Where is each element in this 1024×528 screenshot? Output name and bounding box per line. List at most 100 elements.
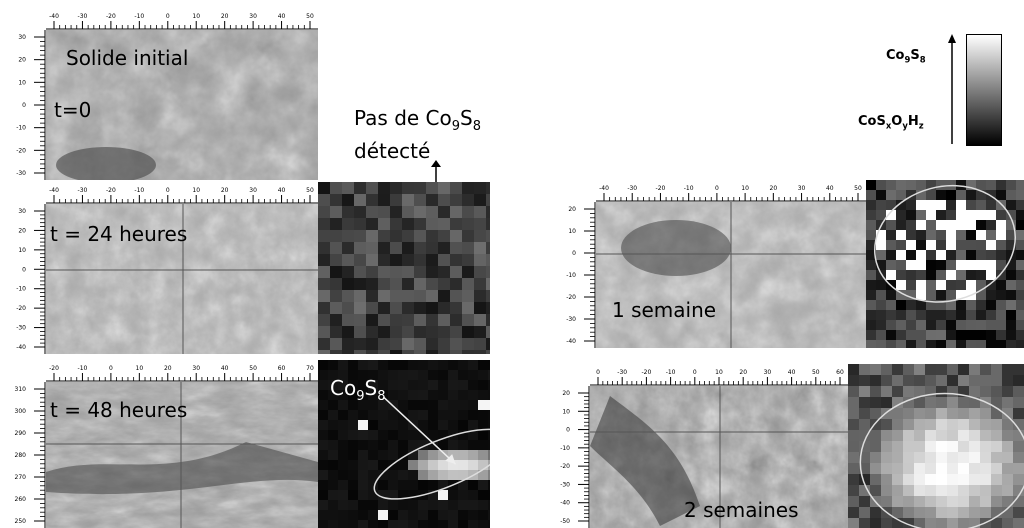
ruler-tick-label: 10 (562, 408, 570, 415)
ruler-top: -20 -10 0 10 20 30 40 50 60 70 (46, 360, 318, 382)
ruler-tick-label: -30 (78, 13, 88, 20)
ruler-tick-label: 0 (715, 185, 719, 192)
ruler-tick-label: 60 (278, 365, 286, 372)
ruler-tick-label: 40 (278, 13, 286, 20)
micrograph (46, 30, 318, 180)
ruler-tick-label: -30 (16, 325, 26, 332)
ruler-tick-label: 30 (249, 187, 257, 194)
co9s8-label: Co9S8 (330, 376, 386, 404)
eds-map-2-weeks (848, 364, 1024, 528)
ruler-tick-label: 20 (221, 187, 229, 194)
ruler-tick-label: 0 (166, 187, 170, 194)
ruler-tick-label: 20 (770, 185, 778, 192)
ruler-tick-label: 50 (306, 187, 314, 194)
ruler-tick-label: -20 (49, 365, 59, 372)
ruler-tick-label: -10 (78, 365, 88, 372)
micrograph (596, 202, 866, 348)
ruler-tick-label: 280 (15, 452, 27, 459)
colorbar-top-label: Co9S8 (886, 48, 926, 65)
ruler-tick-label: 50 (812, 369, 820, 376)
ruler-tick-label: 50 (854, 185, 862, 192)
ruler-tick-label: -30 (627, 185, 637, 192)
ruler-tick-label: 30 (18, 34, 26, 41)
panel-24h: -40 -30 -20 -10 0 10 20 30 40 50 30 20 10 0 -10 -20 -30… (6, 182, 318, 354)
ruler-top: -40 -30 -20 -10 0 10 20 30 40 50 (596, 180, 866, 202)
ruler-top: -40 -30 -20 -10 0 10 20 30 40 50 (46, 8, 318, 30)
ruler-tick-label: 270 (15, 474, 27, 481)
ruler-left: 310 300 290 280 270 260 250 (6, 382, 46, 528)
ruler-left: 30 20 10 0 -10 -20 -30 -40 (6, 204, 46, 354)
ruler-tick-label: -20 (560, 463, 570, 470)
ruler-tick-label: -20 (656, 185, 666, 192)
ruler-tick-label: -40 (49, 13, 59, 20)
ruler-tick-label: 10 (18, 247, 26, 254)
ruler-tick-label: -10 (560, 445, 570, 452)
ruler-tick-label: 0 (572, 250, 576, 257)
micrograph (46, 382, 318, 528)
ruler-tick-label: 20 (221, 13, 229, 20)
ruler-tick-label: -40 (16, 344, 26, 351)
ruler-tick-label: 0 (566, 427, 570, 434)
panel-initial-time: t=0 (54, 98, 92, 122)
ruler-tick-label: 40 (826, 185, 834, 192)
ruler-tick-label: 20 (562, 390, 570, 397)
ruler-tick-label: -10 (566, 272, 576, 279)
ruler-tick-label: 20 (568, 206, 576, 213)
ruler-tick-label: 70 (306, 365, 314, 372)
ruler-tick-label: 0 (22, 266, 26, 273)
ruler-tick-label: 30 (798, 185, 806, 192)
ruler-tick-label: 10 (741, 185, 749, 192)
ruler-tick-label: -20 (16, 147, 26, 154)
ruler-top: 0 -30 -20 -10 0 10 20 30 40 50 60 (590, 364, 848, 386)
ruler-tick-label: -10 (16, 125, 26, 132)
ruler-top: -40 -30 -20 -10 0 10 20 30 40 50 (46, 182, 318, 204)
ruler-tick-label: 0 (109, 365, 113, 372)
ruler-tick-label: 30 (764, 369, 772, 376)
micrograph (46, 204, 318, 354)
ruler-tick-label: 10 (192, 13, 200, 20)
ruler-tick-label: 20 (18, 227, 26, 234)
ruler-tick-label: -30 (560, 481, 570, 488)
ruler-tick-label: -50 (560, 518, 570, 525)
ruler-tick-label: 10 (568, 228, 576, 235)
arrow-up-icon (948, 34, 956, 144)
ruler-tick-label: 250 (15, 518, 27, 525)
ruler-tick-label: 0 (596, 369, 600, 376)
ruler-tick-label: -40 (560, 500, 570, 507)
arrow-up-icon (431, 160, 441, 184)
ruler-tick-label: 10 (192, 187, 200, 194)
panel-initial-title: Solide initial (66, 46, 189, 70)
ruler-tick-label: 50 (249, 365, 257, 372)
ruler-tick-label: 20 (18, 57, 26, 64)
panel-24h-time: t = 24 heures (50, 222, 188, 246)
ruler-tick-label: 10 (715, 369, 723, 376)
ruler-tick-label: 40 (278, 187, 286, 194)
ruler-tick-label: -20 (566, 294, 576, 301)
ruler-tick-label: -30 (617, 369, 627, 376)
ruler-tick-label: 40 (788, 369, 796, 376)
ruler-left: 20 10 0 -10 -20 -30 -40 -50 (550, 386, 590, 528)
colorbar-bottom-label: CoSxOyHz (858, 114, 924, 131)
no-co9s8-annotation: Pas de Co9S8 détecté (354, 106, 482, 163)
ruler-left: 20 10 0 -10 -20 -30 -40 (556, 202, 596, 348)
ruler-tick-label: 290 (15, 430, 27, 437)
colorbar (966, 34, 1002, 146)
ruler-tick-label: 300 (15, 408, 27, 415)
panel-2-weeks-time: 2 semaines (684, 498, 799, 522)
ruler-tick-label: -20 (106, 13, 116, 20)
ruler-tick-label: 310 (15, 386, 27, 393)
ruler-tick-label: 30 (18, 208, 26, 215)
ruler-tick-label: -20 (641, 369, 651, 376)
ruler-tick-label: 0 (22, 102, 26, 109)
ruler-tick-label: 0 (166, 13, 170, 20)
ruler-tick-label: 10 (136, 365, 144, 372)
panel-48h-time: t = 48 heures (50, 398, 188, 422)
ruler-tick-label: 60 (836, 369, 844, 376)
ruler-tick-label: -10 (16, 286, 26, 293)
eds-map-1-week (866, 180, 1024, 348)
ruler-tick-label: 30 (192, 365, 200, 372)
ruler-tick-label: -30 (16, 170, 26, 177)
eds-map-48h (318, 360, 490, 528)
ruler-tick-label: -20 (106, 187, 116, 194)
panel-2-weeks: 0 -30 -20 -10 0 10 20 30 40 50 60 20 10 0 -10 -20 -30 -4… (550, 364, 848, 528)
